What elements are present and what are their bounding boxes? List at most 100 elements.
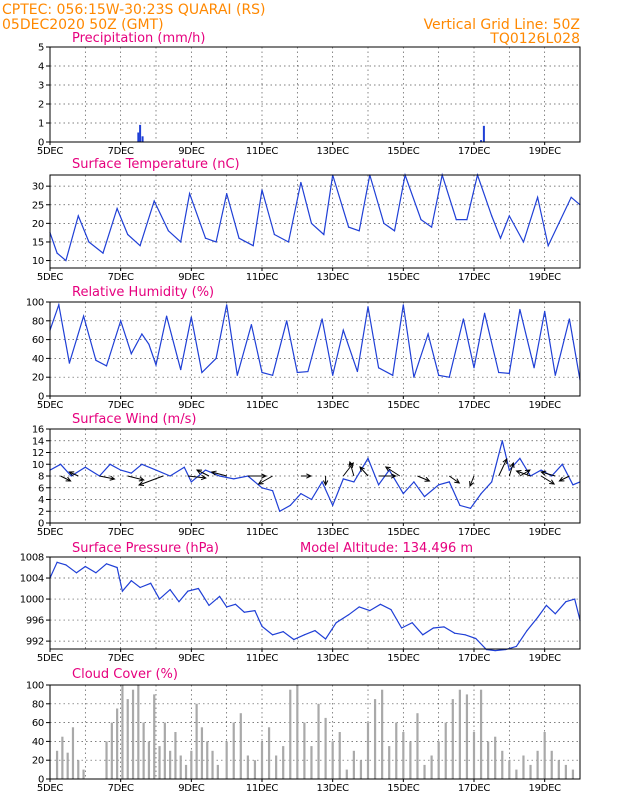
data-point [475,637,477,640]
data-point [342,478,344,480]
y-tick-label: 1 [38,119,44,130]
data-point [438,484,440,486]
data-point [120,469,122,471]
data-point [219,475,221,477]
data-bar [480,140,483,142]
data-point [273,233,275,236]
wind-arrow-shaft [359,466,369,477]
data-bar [275,755,278,779]
x-tick-label: 13DEC [317,272,350,283]
wind-arrow-shaft [60,475,71,482]
data-bar [296,685,299,779]
x-tick-label: 13DEC [317,527,350,538]
data-point [153,200,155,202]
wind-arrow [540,475,556,485]
data-bar [174,732,177,779]
wind-arrow-shaft [559,475,570,482]
data-bar [71,727,75,779]
data-point [544,310,546,312]
wind-arrow-shaft [508,462,514,477]
data-bar [82,769,85,779]
data-bar [225,741,228,779]
data-point [347,226,350,228]
data-point [296,371,298,374]
data-bar [444,722,447,779]
data-point [226,606,228,608]
data-bar [267,727,271,779]
y-tick-label: 6 [38,483,44,494]
y-tick-label: 3 [38,81,44,92]
wind-arrow-head [348,460,354,468]
data-bar [211,750,214,779]
data-point [130,353,132,355]
data-point [238,237,240,239]
data-bar [451,699,454,779]
y-tick-label: 996 [26,616,44,627]
x-tick-label: 19DEC [529,783,562,794]
data-bar [366,722,370,779]
data-point [56,561,58,563]
data-bar [158,746,161,779]
data-point [533,367,535,369]
x-tick-label: 13DEC [317,653,350,664]
data-point [169,588,171,591]
data-point [519,308,521,311]
x-tick-label: 7DEC [108,653,134,664]
y-tick-label: 16 [32,425,44,436]
x-tick-label: 19DEC [529,400,562,411]
wind-arrow-shaft [448,475,460,484]
x-tick-label: 11DEC [246,783,279,794]
data-bar [110,722,113,779]
data-bar [331,741,334,779]
data-bar [317,703,320,779]
data-bar [345,769,348,779]
data-point [464,634,466,636]
wind-arrow [515,469,531,477]
wind-arrow-head [137,481,145,486]
data-bar [141,136,144,142]
x-tick-label: 9DEC [178,653,204,664]
x-tick-label: 7DEC [108,783,134,794]
data-point [537,616,539,619]
x-tick-label: 15DEC [387,527,420,538]
data-point [568,318,571,320]
data-point [411,622,413,624]
x-tick-label: 5DEC [37,146,63,157]
x-tick-label: 17DEC [458,400,491,411]
y-tick-label: 20 [32,219,44,230]
wind-arrow-shaft [138,475,164,486]
data-point [204,237,207,239]
x-tick-label: 7DEC [108,146,134,157]
data-bar [508,760,511,779]
wind-arrow [210,470,227,477]
data-point [130,472,132,474]
x-tick-label: 11DEC [246,527,279,538]
data-point [501,440,503,442]
y-tick-label: 4 [38,62,44,73]
wind-arrow-head [549,479,556,485]
x-tick-label: 13DEC [317,146,350,157]
data-point [261,625,263,627]
data-point [95,572,97,574]
data-bar [77,760,80,779]
data-point [150,582,152,584]
data-point [236,374,238,376]
wind-arrow-head [195,469,203,475]
data-point [155,364,157,366]
data-bar [402,732,405,779]
wind-arrow [187,474,207,481]
data-bar [206,741,209,779]
wind-arrow [348,460,355,477]
wind-arrow-shaft [417,475,430,482]
data-point [310,498,313,501]
wind-arrow [384,466,401,477]
data-point [204,469,207,471]
data-point [188,193,191,195]
data-point [413,376,415,378]
wind-arrow [378,473,397,479]
data-point [102,252,104,254]
data-point [120,320,122,322]
y-tick-label: 25 [32,200,44,211]
data-point [208,604,210,606]
y-tick-label: 20 [32,756,44,767]
